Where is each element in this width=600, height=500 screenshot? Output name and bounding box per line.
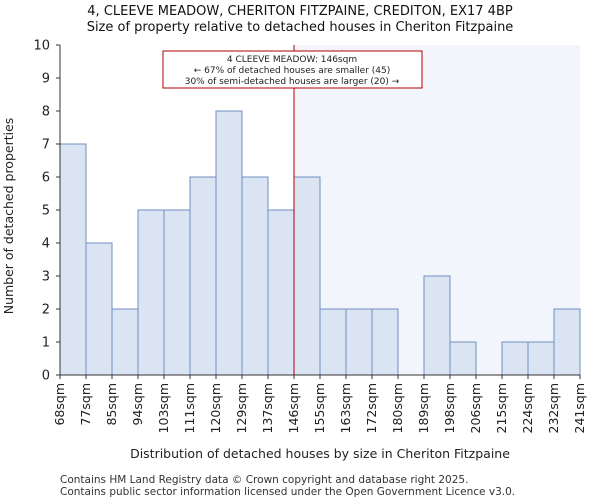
y-tick-label-8: 8 [42,105,50,120]
bar-189sqm [423,275,451,376]
x-tick-label-146sqm: 146sqm [286,383,301,433]
bar-146sqm [293,176,321,376]
y-tick-label-3: 3 [42,270,50,285]
chart-title: 4, CLEEVE MEADOW, CHERITON FITZPAINE, CR… [87,4,513,19]
x-tick-label-120sqm: 120sqm [208,383,223,433]
bar-215sqm [501,341,529,376]
annotation-line-3: 30% of semi-detached houses are larger (… [185,77,400,87]
x-tick-label-206sqm: 206sqm [468,383,483,433]
bar-155sqm [319,308,347,376]
bar-77sqm [85,242,113,376]
x-tick-label-129sqm: 129sqm [234,383,249,433]
x-tick-label-198sqm: 198sqm [442,383,457,433]
y-tick-labels: 0 1 2 3 4 5 6 7 8 9 10 [33,39,60,384]
bar-68sqm [59,143,87,376]
bar-137sqm [267,209,295,376]
bar-120sqm [215,110,243,376]
x-tick-label-215sqm: 215sqm [494,383,509,433]
x-tick-labels: 68sqm 77sqm 85sqm 94sqm 103sqm 111sqm 120sqm 12… [52,375,587,433]
bar-198sqm [449,341,477,376]
x-tick-label-241sqm: 241sqm [572,383,587,433]
y-tick-label-2: 2 [42,303,50,318]
y-axis-label: Number of detached properties [1,118,16,315]
bar-232sqm [553,308,581,376]
x-tick-label-155sqm: 155sqm [312,383,327,433]
bar-129sqm [241,176,269,376]
y-tick-label-10: 10 [33,39,50,54]
x-tick-label-232sqm: 232sqm [546,383,561,433]
x-tick-label-94sqm: 94sqm [130,383,145,426]
bar-103sqm [163,209,191,376]
x-tick-label-68sqm: 68sqm [52,383,67,426]
bar-163sqm [345,308,373,376]
y-tick-label-6: 6 [42,171,50,186]
annotation-line-2: ← 67% of detached houses are smaller (45… [194,66,391,76]
annotation-box: 4 CLEEVE MEADOW: 146sqm ← 67% of detache… [162,50,423,89]
y-tick-label-1: 1 [42,336,50,351]
y-tick-label-9: 9 [42,72,50,87]
x-tick-label-77sqm: 77sqm [78,383,93,426]
bar-85sqm [111,308,139,376]
x-tick-label-103sqm: 103sqm [156,383,171,433]
bars [59,110,581,376]
x-tick-label-85sqm: 85sqm [104,383,119,426]
chart-subtitle: Size of property relative to detached ho… [86,20,514,35]
bar-172sqm [371,308,399,376]
annotation-line-1: 4 CLEEVE MEADOW: 146sqm [227,55,357,65]
bar-224sqm [527,341,555,376]
x-tick-label-224sqm: 224sqm [520,383,535,433]
x-axis-label: Distribution of detached houses by size … [130,446,510,461]
y-tick-label-4: 4 [42,237,50,252]
annotation-border [162,50,423,89]
y-tick-label-0: 0 [42,369,50,384]
y-tick-label-5: 5 [42,204,50,219]
x-tick-label-180sqm: 180sqm [390,383,405,433]
bar-94sqm [137,209,165,376]
x-tick-label-163sqm: 163sqm [338,383,353,433]
y-tick-label-7: 7 [42,138,50,153]
x-tick-label-189sqm: 189sqm [416,383,431,433]
footer-attribution-2: Contains public sector information licen… [60,486,516,498]
x-tick-label-111sqm: 111sqm [182,383,197,433]
bar-111sqm [189,176,217,376]
x-tick-label-137sqm: 137sqm [260,383,275,433]
x-tick-label-172sqm: 172sqm [364,383,379,433]
footer-attribution-1: Contains HM Land Registry data © Crown c… [60,474,469,486]
